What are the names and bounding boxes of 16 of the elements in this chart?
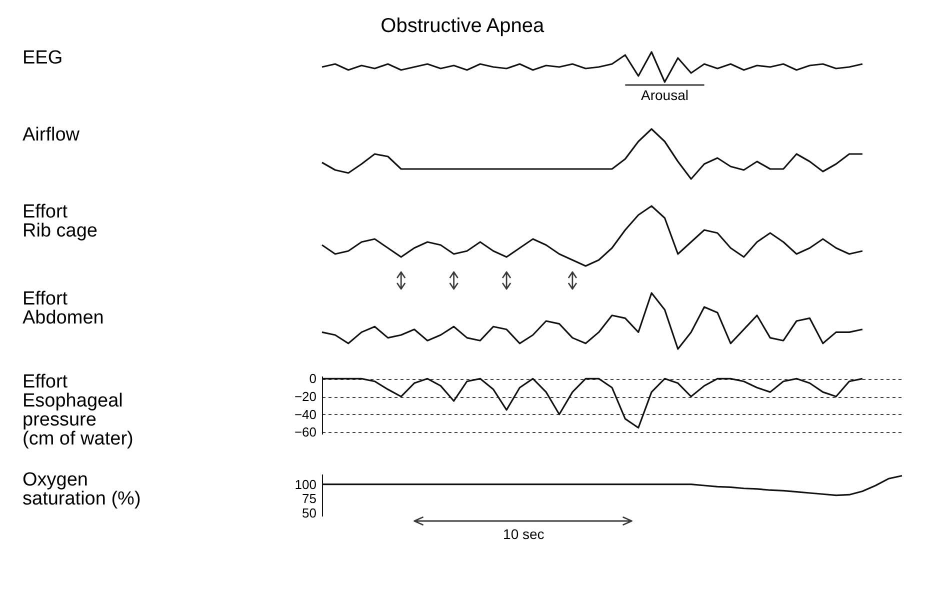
y-axis-title: Effort Esophageal pressure (cm of water) [22,372,134,450]
y-tick-label: 75 [302,491,316,506]
y-axis-title: Oxygen saturation (%) [22,470,141,510]
y-tick-label: 0 [309,371,316,386]
y-axis-title: Effort Rib cage [22,202,98,242]
y-axis-title: Effort Abdomen [22,288,104,328]
y-tick-label: 100 [294,476,316,492]
y-tick-label: −20 [294,389,316,404]
text: Arousal [640,87,688,103]
y-axis-title: EEG [22,48,63,68]
y-tick-label: −60 [294,424,316,440]
y-axis-title: Airflow [22,124,80,146]
y-tick-label: 50 [302,506,316,521]
chart-title: Obstructive Apnea [380,15,545,37]
text: 10 sec [503,526,544,542]
y-tick-label: −40 [294,406,316,422]
